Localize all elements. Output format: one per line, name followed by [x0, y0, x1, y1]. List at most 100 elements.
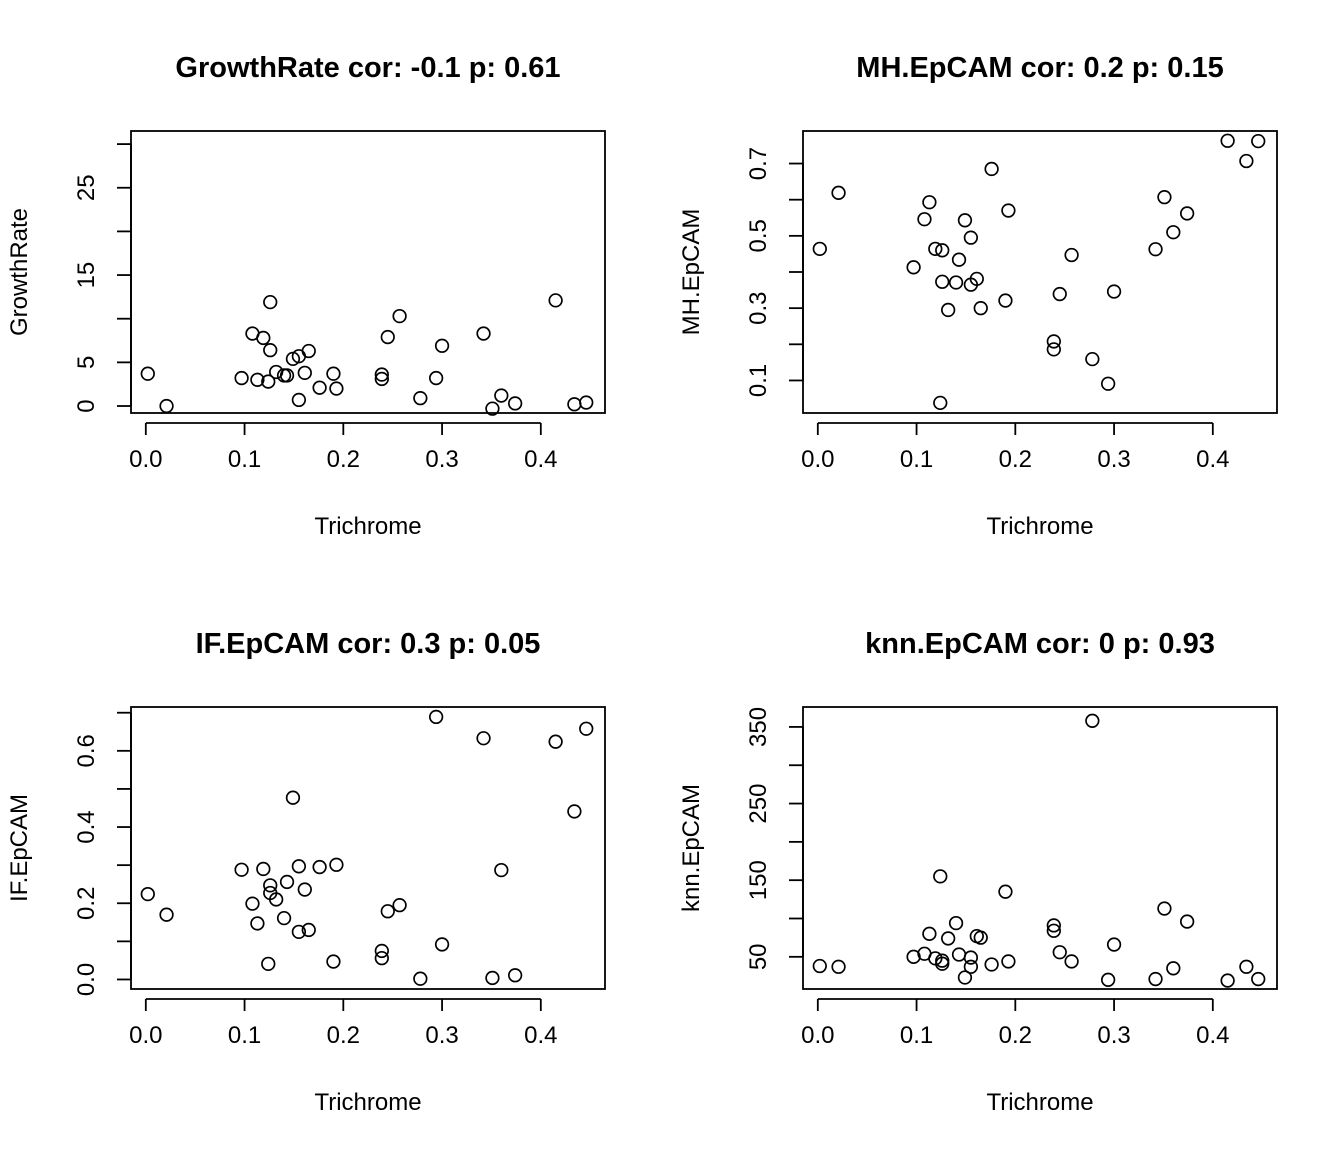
- chart-1-data-point: [579, 395, 594, 410]
- chart-4-data-point: [1052, 945, 1067, 960]
- chart-1-plot-frame: [130, 130, 606, 414]
- chart-4-data-point: [1220, 973, 1235, 988]
- chart-3-y-tick-label: 0.6: [73, 734, 100, 767]
- chart-4-data-point: [1179, 914, 1195, 929]
- chart-2-data-point: [948, 275, 964, 290]
- chart-1-data-point: [256, 330, 271, 346]
- chart-3-data-point: [291, 859, 307, 874]
- chart-2-data-point: [1157, 190, 1172, 205]
- chart-3-data-point: [392, 898, 407, 913]
- chart-1-data-point: [250, 372, 265, 387]
- chart-3-x-tick-label: 0.3: [425, 1022, 458, 1049]
- chart-2-data-point: [957, 213, 973, 228]
- chart-1-data-point: [392, 308, 407, 324]
- chart-3-x-axis: 0.0 0.1 0.2 0.3 0.4: [129, 998, 558, 1049]
- chart-2-title: MH.EpCAM cor: 0.2 p: 0.15: [856, 52, 1223, 84]
- chart-4-y-tick-label: 350: [745, 707, 772, 747]
- chart-4-data-point: [1085, 713, 1100, 728]
- chart-3-panel: IF.EpCAM cor: 0.3 p: 0.05 0.0 0.1 0.2 0.3 0.4…: [6, 628, 606, 1116]
- chart-4-data-point: [1046, 923, 1061, 938]
- chart-1-data-point: [428, 370, 444, 386]
- chart-1-data-point: [291, 392, 307, 408]
- chart-2-x-tick-label: 0.4: [1196, 446, 1229, 473]
- chart-2-x-label: Trichrome: [986, 513, 1093, 540]
- chart-3-data-point: [297, 882, 312, 897]
- chart-3-data-point: [548, 734, 563, 749]
- chart-1-x-tick-label: 0.1: [228, 446, 261, 473]
- chart-4-data-point: [1106, 937, 1122, 952]
- chart-3-data-point: [263, 878, 278, 893]
- chart-4-data-point: [963, 950, 979, 965]
- chart-3-data-point: [374, 950, 389, 966]
- chart-3-y-label: IF.EpCAM: [6, 794, 33, 902]
- chart-2-y-tick-label: 0.3: [745, 291, 772, 324]
- chart-4-data-point: [933, 869, 948, 884]
- chart-3-data-point: [140, 886, 155, 902]
- chart-3-points: [140, 709, 594, 986]
- chart-1-data-point: [548, 293, 563, 308]
- chart-1-y-tick-label: 5: [73, 356, 100, 369]
- chart-3-data-point: [291, 924, 307, 939]
- chart-3-data-point: [234, 862, 249, 877]
- chart-3-data-point: [434, 937, 450, 952]
- chart-1-x-tick-label: 0.3: [425, 446, 458, 473]
- chart-4-data-point: [973, 930, 988, 945]
- chart-4-data-point: [963, 959, 979, 974]
- chart-3-data-point: [279, 874, 295, 890]
- chart-2-data-point: [1064, 247, 1079, 263]
- chart-3-data-point: [428, 709, 444, 725]
- chart-2-y-tick-label: 0.7: [745, 147, 772, 180]
- chart-2-data-point: [906, 260, 921, 275]
- chart-2-x-tick-label: 0.2: [999, 446, 1032, 473]
- chart-1-data-point: [494, 388, 509, 403]
- chart-4-data-point: [1046, 918, 1061, 933]
- chart-4-x-axis: 0.0 0.1 0.2 0.3 0.4: [801, 998, 1230, 1049]
- chart-1-data-point: [297, 365, 312, 380]
- chart-4-data-point: [831, 959, 846, 974]
- chart-2-y-label: MH.EpCAM: [678, 209, 705, 336]
- chart-1-data-point: [263, 294, 278, 310]
- chart-4-data-point: [984, 957, 999, 972]
- chart-1-title: GrowthRate cor: -0.1 p: 0.61: [175, 52, 560, 84]
- chart-1-data-point: [301, 343, 316, 359]
- chart-2-data-point: [1052, 286, 1067, 302]
- chart-4-data-point: [935, 953, 950, 968]
- chart-1-x-tick-label: 0.4: [524, 446, 557, 473]
- chart-2-data-point: [935, 243, 950, 258]
- chart-4-data-point: [812, 958, 827, 974]
- chart-4-data-point: [1166, 961, 1181, 976]
- chart-2-data-point: [1106, 284, 1122, 299]
- chart-4-x-tick-label: 0.4: [1196, 1022, 1229, 1049]
- chart-2-data-point: [922, 195, 937, 210]
- chart-3-plot-frame: [130, 706, 606, 990]
- chart-1-y-label: GrowthRate: [6, 208, 33, 336]
- chart-1-data-point: [326, 366, 341, 381]
- chart-4-x-tick-label: 0.3: [1097, 1022, 1130, 1049]
- chart-3-data-point: [485, 970, 500, 986]
- chart-3-data-point: [413, 971, 428, 986]
- chart-3-x-tick-label: 0.4: [524, 1022, 557, 1049]
- chart-2-data-point: [998, 293, 1013, 308]
- chart-4-data-point: [1064, 954, 1079, 969]
- chart-4-y-tick-label: 250: [745, 784, 772, 824]
- chart-3-data-point: [476, 731, 491, 746]
- chart-3-data-point: [245, 896, 260, 911]
- chart-2-data-point: [951, 252, 967, 267]
- chart-2-data-point: [831, 185, 846, 200]
- chart-1-data-point: [276, 368, 292, 383]
- chart-1-data-point: [234, 370, 249, 386]
- chart-1-points: [140, 293, 594, 416]
- chart-2-y-tick-label: 0.1: [745, 364, 772, 397]
- chart-3-data-point: [285, 790, 301, 805]
- chart-3-data-point: [269, 892, 284, 907]
- chart-1-data-point: [380, 329, 395, 345]
- chart-2-y-axis: 0.1 0.3 0.5 0.7: [745, 147, 804, 397]
- chart-2-data-point: [973, 301, 988, 316]
- chart-2-data-point: [969, 271, 984, 287]
- chart-4-data-point: [1251, 971, 1266, 987]
- chart-3-data-point: [312, 859, 327, 875]
- chart-1-data-point: [312, 380, 327, 395]
- chart-2-data-point: [1220, 133, 1235, 148]
- chart-3-data-point: [329, 857, 344, 872]
